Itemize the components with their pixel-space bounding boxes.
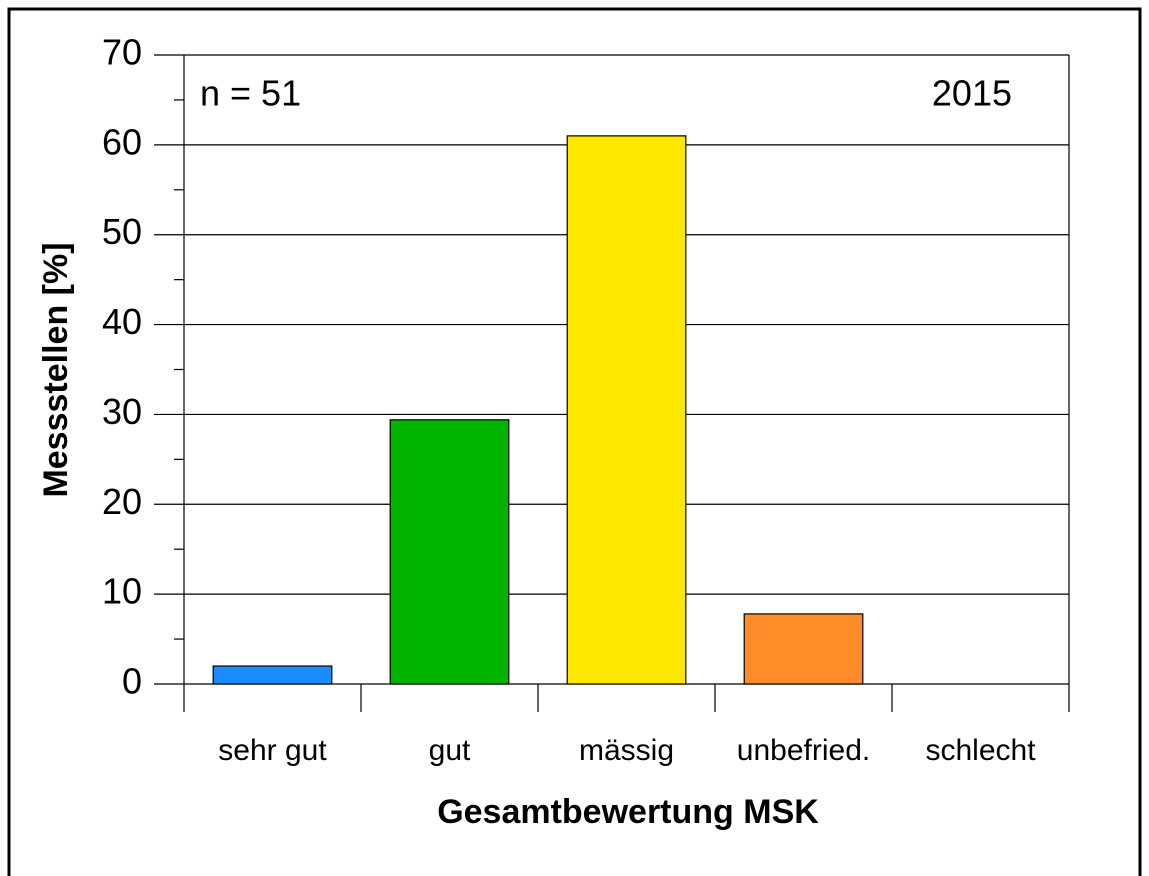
frame — [7, 7, 1142, 876]
x-axis-title: Gesamtbewertung MSK — [437, 793, 819, 831]
y-tick-label: 20 — [102, 481, 142, 522]
y-tick-label: 50 — [102, 211, 142, 252]
y-tick-label: 70 — [102, 32, 142, 73]
bar — [212, 665, 333, 685]
y-tick-label: 40 — [102, 301, 142, 342]
bar — [389, 419, 510, 685]
annotation-year: 2015 — [932, 73, 1012, 114]
bar — [743, 613, 864, 685]
x-tick-label: gut — [429, 734, 471, 767]
y-tick-label: 10 — [102, 571, 142, 612]
y-tick-label: 0 — [122, 661, 142, 702]
x-tick-label: sehr gut — [218, 734, 327, 767]
annotation-n: n = 51 — [200, 73, 301, 114]
x-tick-label: unbefried. — [737, 734, 870, 767]
bar — [566, 135, 687, 685]
x-tick-label: mässig — [579, 734, 674, 767]
x-tick-label: schlecht — [925, 734, 1036, 767]
y-tick-label: 30 — [102, 391, 142, 432]
y-tick-label: 60 — [102, 121, 142, 162]
y-axis-title: Messstellen [%] — [37, 242, 75, 497]
